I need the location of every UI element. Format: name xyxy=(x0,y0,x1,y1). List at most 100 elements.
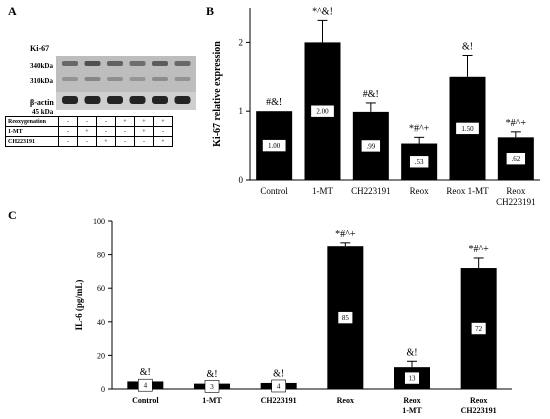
x-category-label: CH223191 xyxy=(496,197,536,207)
value-label: 1.00 xyxy=(268,142,281,150)
x-category-label: Control xyxy=(260,186,288,196)
significance-annotation: &! xyxy=(273,368,284,379)
ki67-band-upper xyxy=(174,61,191,66)
significance-annotation: &! xyxy=(406,347,417,358)
condition-value: + xyxy=(115,116,135,127)
value-label: 85 xyxy=(342,314,350,322)
x-category-label: Reox xyxy=(410,186,429,196)
value-label-box xyxy=(262,139,287,152)
blot-loading-control-size: 45 kDa xyxy=(32,108,54,116)
condition-value: - xyxy=(96,126,116,137)
significance-annotation: *^&! xyxy=(312,6,333,17)
actin-band xyxy=(152,96,168,104)
condition-row-1mt: 1-MT - + - - + - xyxy=(5,126,173,137)
panel-b-letter: B xyxy=(206,4,215,18)
x-category-label: CH223191 xyxy=(351,186,391,196)
significance-annotation: #&! xyxy=(363,89,379,100)
x-category-label: Reox 1-MT xyxy=(446,186,489,196)
y-axis-title: IL-6 (pg/mL) xyxy=(74,280,84,331)
ki67-band-lower xyxy=(174,77,191,81)
actin-band xyxy=(84,96,101,104)
il6-concentration-chart: 0 20 40 60 80 100 IL-6 (pg/mL) 4 &! Control 3 &! 1-M… xyxy=(74,217,512,415)
value-label-box xyxy=(138,378,153,392)
actin-band xyxy=(107,96,123,104)
significance-annotation: *#^+ xyxy=(335,229,356,240)
significance-annotation: *#^+ xyxy=(506,118,527,129)
condition-value: + xyxy=(96,136,116,147)
value-label: 13 xyxy=(409,375,417,383)
y-tick-label: 1 xyxy=(239,106,244,116)
value-label-box xyxy=(204,380,220,393)
y-tick-label: 60 xyxy=(97,284,105,293)
value-label-box xyxy=(455,122,480,135)
condition-value: - xyxy=(115,136,135,147)
x-category-label: 1-MT xyxy=(312,186,333,196)
condition-row-reoxygenation: Reoxygenation - - - + + + xyxy=(5,116,173,127)
western-blot-image xyxy=(56,56,196,110)
blot-marker-label: Ki-67 xyxy=(30,44,50,53)
value-label-box xyxy=(361,139,381,153)
condition-table: Reoxygenation - - - + + + 1-MT - + - - +… xyxy=(5,116,173,147)
ki67-expression-chart: 0 1 2 Ki-67 relative expression 1.00 #&! Contr… xyxy=(212,6,540,207)
significance-annotation: *#^+ xyxy=(409,123,430,134)
condition-value: - xyxy=(134,136,154,147)
condition-value: - xyxy=(77,136,97,147)
condition-value: - xyxy=(58,126,78,137)
condition-value: - xyxy=(115,126,135,137)
ki67-band-lower xyxy=(152,77,168,81)
x-category-label: Reox xyxy=(506,186,525,196)
value-label: 3 xyxy=(210,383,214,391)
blot-band-label-340: 340kDa xyxy=(30,62,53,70)
condition-value: + xyxy=(77,126,97,137)
condition-value: + xyxy=(134,126,154,137)
condition-value: + xyxy=(134,116,154,127)
blot-band-label-310: 310kDa xyxy=(30,77,53,85)
y-tick-label: 20 xyxy=(97,351,105,360)
y-tick-label: 0 xyxy=(239,175,244,185)
value-label: 4 xyxy=(277,382,281,390)
x-category-label: CH223191 xyxy=(461,406,497,415)
y-tick-label: 100 xyxy=(93,217,105,226)
condition-value: + xyxy=(153,136,173,147)
condition-value: - xyxy=(153,126,173,137)
value-label-box xyxy=(506,152,526,165)
x-category-label: Reox xyxy=(470,396,487,405)
x-category-label: CH223191 xyxy=(261,396,297,405)
condition-name: 1-MT xyxy=(5,126,59,137)
y-axis-title: Ki-67 relative expression xyxy=(212,41,223,147)
actin-band xyxy=(62,96,78,104)
condition-row-ch223191: CH223191 - - + - - + xyxy=(5,136,173,147)
value-label: .53 xyxy=(415,158,424,166)
significance-annotation: &! xyxy=(140,367,151,378)
condition-value: - xyxy=(96,116,116,127)
actin-band xyxy=(129,96,146,104)
value-label: 4 xyxy=(144,382,148,390)
value-label: 72 xyxy=(475,325,483,333)
value-label: .62 xyxy=(511,155,520,163)
panel-a-letter: A xyxy=(8,4,17,18)
condition-value: - xyxy=(58,116,78,127)
ki67-band-lower xyxy=(129,77,146,81)
condition-value: - xyxy=(77,116,97,127)
value-label: 1.50 xyxy=(461,125,474,133)
x-category-label: 1-MT xyxy=(402,406,422,415)
x-category-label: Reox xyxy=(337,396,354,405)
value-label: .99 xyxy=(366,142,375,150)
ki67-band-upper xyxy=(152,61,168,66)
value-label-box xyxy=(471,322,487,335)
significance-annotation: *#^+ xyxy=(468,244,489,255)
ki67-band-upper xyxy=(62,61,78,66)
value-label-box xyxy=(310,104,335,118)
ki67-blot-membrane xyxy=(56,56,196,92)
x-category-label: 1-MT xyxy=(202,396,222,405)
panel-c-letter: C xyxy=(8,208,17,222)
value-label: 2.00 xyxy=(316,108,329,116)
significance-annotation: #&! xyxy=(266,97,282,108)
actin-band xyxy=(174,96,191,104)
significance-annotation: &! xyxy=(206,369,217,380)
y-tick-label: 0 xyxy=(101,385,105,394)
value-label-box xyxy=(271,379,286,393)
x-category-label: Control xyxy=(132,396,159,405)
ki67-band-lower xyxy=(107,77,123,81)
value-label-box xyxy=(409,155,429,169)
